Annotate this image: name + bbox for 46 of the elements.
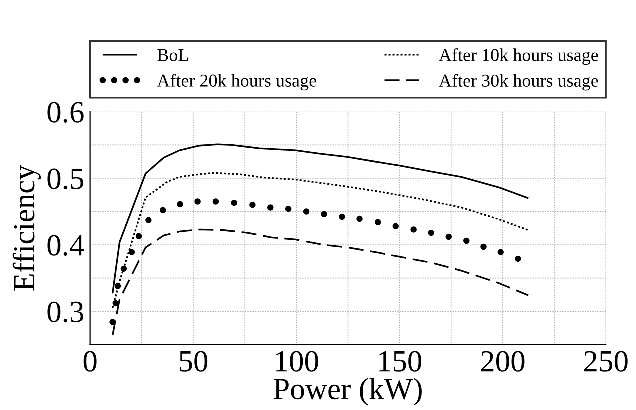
point xyxy=(114,283,122,290)
x-tick-label: 250 xyxy=(584,351,628,372)
legend-label: BoL xyxy=(158,49,188,62)
point xyxy=(136,233,142,240)
x-tick-label: 150 xyxy=(380,351,422,372)
point xyxy=(160,207,166,214)
legend-label: After 10k hours usage xyxy=(439,48,598,66)
x-tick-label: 50 xyxy=(180,351,208,372)
point xyxy=(339,214,346,220)
point xyxy=(268,204,274,211)
line-series xyxy=(112,228,530,336)
point xyxy=(464,238,470,244)
point xyxy=(250,202,256,208)
point xyxy=(392,223,399,230)
y-tick-label: 0.4 xyxy=(48,235,84,256)
y-axis-title: Efficiency xyxy=(12,165,42,291)
y-tick-label: 0.5 xyxy=(48,168,84,190)
line-series xyxy=(112,172,530,310)
y-tick-label: 0.6 xyxy=(48,102,84,123)
point xyxy=(128,249,136,256)
legend-label: After 20k hours usage xyxy=(157,74,316,91)
x-axis-title: Power (kW) xyxy=(274,378,422,406)
y-tick-label: 0.3 xyxy=(48,302,84,323)
point xyxy=(480,244,487,250)
point xyxy=(120,266,128,272)
point xyxy=(212,198,220,205)
point xyxy=(112,300,120,307)
x-tick-label: 200 xyxy=(481,351,525,372)
point xyxy=(375,219,382,226)
x-tick-label: 100 xyxy=(276,351,318,372)
point xyxy=(231,200,238,206)
point xyxy=(446,234,452,240)
line-series xyxy=(112,144,530,294)
point xyxy=(194,198,201,205)
point xyxy=(285,206,292,212)
point xyxy=(177,201,184,208)
point xyxy=(321,211,328,218)
point xyxy=(498,249,504,256)
point xyxy=(146,217,152,224)
legend-label: After 30k hours usage xyxy=(439,74,598,91)
point xyxy=(356,216,363,222)
point xyxy=(515,256,522,262)
point xyxy=(428,230,434,236)
point xyxy=(410,226,417,233)
x-tick-label: 0 xyxy=(84,351,97,372)
point xyxy=(303,208,310,215)
